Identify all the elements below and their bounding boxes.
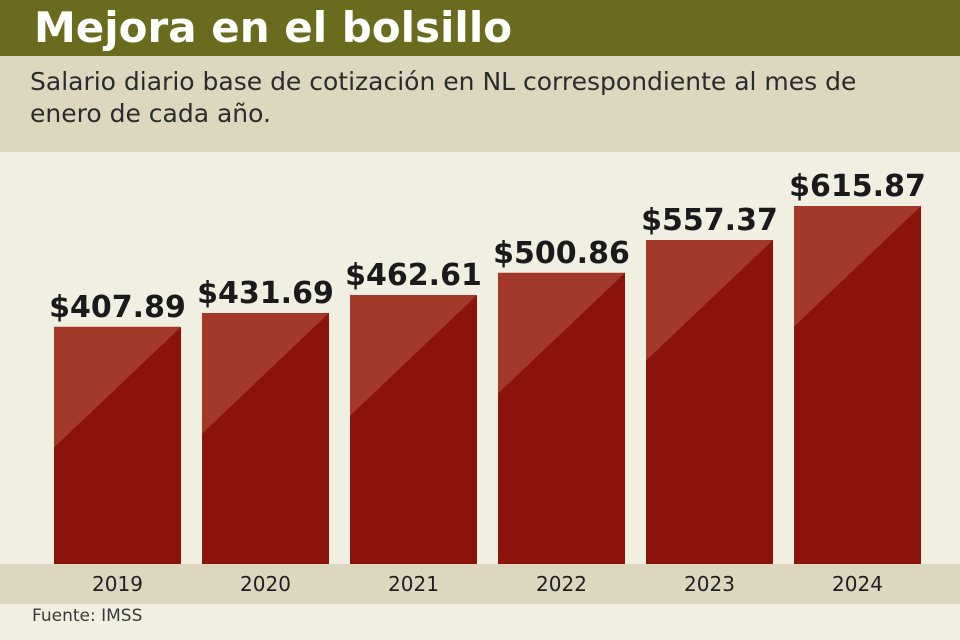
x-tick-label: 2022 bbox=[536, 572, 587, 596]
x-axis: 2019 2020 2021 2022 2023 2024 bbox=[92, 572, 883, 596]
bar-highlight bbox=[350, 295, 477, 416]
x-tick-label: 2023 bbox=[684, 572, 735, 596]
bar-highlight bbox=[54, 326, 181, 448]
data-label: $407.89 bbox=[49, 290, 186, 325]
source-note: Fuente: IMSS bbox=[32, 606, 143, 626]
subtitle-band: Salario diario base de cotización en NL … bbox=[0, 56, 960, 152]
bar-chart: $407.89 $431.69 $462.61 $500.86 $557.37 $615.… bbox=[49, 169, 926, 564]
bar-highlight bbox=[498, 272, 625, 394]
bar-highlight bbox=[202, 313, 329, 434]
data-label: $557.37 bbox=[641, 203, 778, 238]
data-label: $615.87 bbox=[789, 169, 926, 204]
bar-2023 bbox=[646, 240, 773, 564]
x-tick-label: 2024 bbox=[832, 572, 883, 596]
chart-subtitle: Salario diario base de cotización en NL … bbox=[30, 67, 857, 128]
data-label: $431.69 bbox=[197, 276, 334, 311]
bar-2021 bbox=[350, 295, 477, 564]
data-label: $500.86 bbox=[493, 236, 630, 271]
x-axis-band: 2019 2020 2021 2022 2023 2024 bbox=[0, 564, 960, 604]
bar-2024 bbox=[794, 206, 921, 564]
bar-2022 bbox=[498, 272, 625, 564]
bar-2019 bbox=[54, 326, 181, 564]
title-bar: Mejora en el bolsillo bbox=[0, 0, 960, 56]
x-tick-label: 2019 bbox=[92, 572, 143, 596]
bar-2020 bbox=[202, 313, 329, 564]
x-tick-label: 2021 bbox=[388, 572, 439, 596]
chart-title: Mejora en el bolsillo bbox=[34, 3, 513, 52]
data-label: $462.61 bbox=[345, 258, 482, 293]
plot-area: $407.89 $431.69 $462.61 $500.86 $557.37 $615.… bbox=[0, 152, 960, 564]
x-tick-label: 2020 bbox=[240, 572, 291, 596]
